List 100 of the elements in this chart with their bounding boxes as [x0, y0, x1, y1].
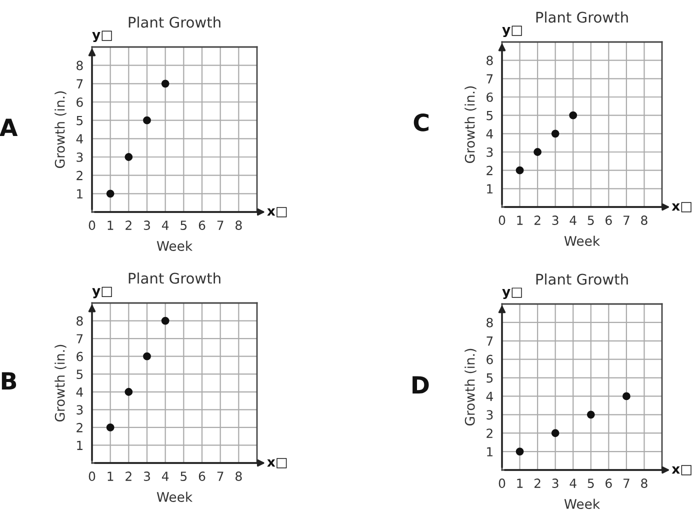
- y-tick-label: 7: [486, 336, 493, 346]
- y-tick-label: 2: [76, 170, 82, 180]
- y-tick-label: 1: [487, 447, 493, 456]
- point: [569, 111, 578, 120]
- x-tick-label: 7: [623, 216, 630, 225]
- x-axis-title: Week: [564, 498, 600, 509]
- x-tick-label: 4: [570, 478, 576, 488]
- y-tick-label: 8: [486, 56, 493, 66]
- x-tick-label: 4: [570, 216, 576, 225]
- text: y□: [92, 286, 112, 298]
- point: [534, 148, 542, 156]
- x-tick-label: 6: [198, 220, 206, 230]
- y-tick-label: 6: [486, 92, 493, 102]
- text: B: [2, 372, 16, 390]
- point: [124, 388, 133, 396]
- point: [622, 392, 630, 400]
- y-tick-label: 3: [76, 405, 83, 415]
- y-tick-label: 6: [76, 97, 83, 107]
- x-tick-label: 0: [88, 220, 96, 230]
- y-tick-label: 8: [486, 318, 493, 328]
- text: x□: [672, 202, 692, 212]
- x-tick-label: 0: [498, 216, 506, 226]
- x-tick-label: 3: [552, 478, 558, 488]
- x-tick-label: 8: [236, 472, 242, 482]
- text: x□: [672, 465, 692, 476]
- point: [106, 423, 114, 432]
- y-tick-label: 5: [486, 110, 493, 120]
- x-tick-label: 4: [162, 220, 169, 230]
- y-axis-title: Growth (in.): [464, 348, 476, 426]
- point: [551, 429, 560, 438]
- x-axis-title: Week: [564, 236, 600, 246]
- y-tick-label: 5: [76, 370, 83, 380]
- x-tick-label: 6: [606, 216, 612, 226]
- point: [516, 166, 524, 174]
- text: x□: [267, 458, 287, 468]
- x-tick-label: 5: [180, 472, 187, 482]
- chart-title: Plant Growth: [128, 272, 220, 284]
- x-tick-label: 6: [606, 478, 612, 488]
- x-axis-title: Week: [156, 240, 193, 251]
- x-tick-label: 0: [498, 478, 506, 488]
- point: [516, 448, 524, 456]
- x-tick-label: 7: [623, 478, 630, 488]
- x-tick-label: 5: [588, 478, 594, 488]
- x-tick-label: 3: [144, 220, 150, 230]
- x-tick-label: 1: [517, 216, 523, 225]
- x-tick-label: 7: [217, 472, 224, 481]
- y-axis-title: Growth (in.): [54, 344, 66, 422]
- y-tick-label: 5: [76, 116, 83, 126]
- x-tick-label: 3: [144, 472, 150, 482]
- point: [161, 316, 170, 325]
- y-tick-label: 2: [486, 428, 492, 438]
- x-tick-label: 7: [217, 220, 224, 230]
- y-tick-label: 4: [486, 392, 493, 401]
- y-tick-label: 1: [77, 189, 83, 198]
- x-tick-label: 1: [517, 478, 523, 488]
- x-tick-label: 8: [236, 220, 242, 230]
- point: [586, 410, 595, 419]
- x-tick-label: 2: [534, 216, 540, 225]
- x-tick-label: 2: [126, 220, 132, 230]
- y-tick-label: 6: [76, 352, 83, 362]
- y-tick-label: 6: [486, 354, 493, 364]
- point: [124, 153, 133, 161]
- text: x□: [267, 207, 287, 218]
- y-tick-label: 2: [76, 422, 82, 432]
- text: C: [414, 113, 428, 132]
- y-tick-label: 3: [486, 410, 493, 420]
- x-tick-label: 1: [108, 472, 114, 481]
- x-tick-label: 3: [552, 216, 558, 226]
- y-tick-label: 7: [76, 79, 83, 88]
- y-tick-label: 5: [486, 373, 493, 383]
- y-tick-label: 7: [486, 74, 493, 84]
- x-tick-label: 5: [588, 216, 594, 226]
- point: [106, 190, 114, 198]
- chart-title: Plant Growth: [536, 11, 628, 23]
- x-tick-label: 0: [88, 472, 96, 482]
- y-tick-label: 1: [77, 440, 83, 450]
- x-tick-label: 6: [198, 472, 206, 482]
- x-tick-label: 5: [180, 220, 187, 230]
- x-axis-title: Week: [156, 492, 193, 502]
- text: A: [0, 118, 18, 136]
- x-tick-label: 4: [162, 472, 169, 481]
- point: [161, 80, 170, 88]
- y-axis-title: Growth (in.): [464, 86, 476, 163]
- chart-title: Plant Growth: [536, 273, 628, 285]
- y-tick-label: 3: [76, 152, 83, 162]
- point: [551, 130, 560, 138]
- y-tick-label: 8: [76, 316, 83, 326]
- x-tick-label: 8: [641, 216, 648, 226]
- chart-title: Plant Growth: [128, 16, 220, 28]
- y-axis-title: Growth (in.): [54, 91, 66, 168]
- y-tick-label: 4: [486, 129, 493, 138]
- x-tick-label: 8: [641, 478, 648, 488]
- y-tick-label: 7: [76, 334, 83, 344]
- text: y□: [502, 288, 522, 300]
- x-tick-label: 2: [126, 472, 132, 481]
- text: y□: [92, 30, 112, 42]
- text: D: [412, 376, 429, 394]
- y-tick-label: 8: [76, 60, 83, 70]
- y-tick-label: 2: [486, 166, 492, 176]
- x-tick-label: 2: [534, 478, 540, 488]
